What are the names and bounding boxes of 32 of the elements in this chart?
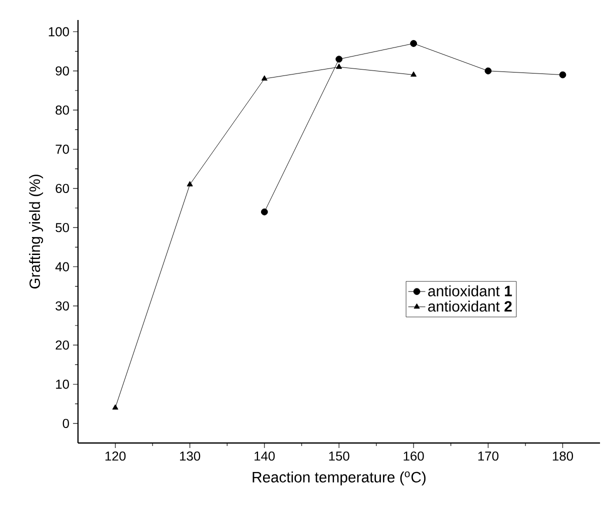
y-axis-title: Grafting yield (%) [29, 174, 44, 288]
point [410, 40, 418, 47]
x-tick-label: 180 [552, 451, 574, 461]
point [112, 404, 118, 410]
x-axis-title: Reaction temperature ($^{o}$C) [252, 472, 426, 486]
x-tick-label: 170 [478, 451, 498, 461]
y-tick-label: 70 [56, 144, 69, 154]
y-tick-label: 100 [48, 27, 69, 36]
x-tick-label: 160 [404, 451, 424, 461]
y-tick-label: 80 [56, 105, 69, 115]
point [559, 71, 566, 78]
point [186, 181, 193, 186]
x-tick-label: 120 [105, 451, 126, 461]
y-tick-label: 60 [56, 184, 69, 193]
legend-label: antioxidant 1 [428, 285, 512, 296]
point [336, 64, 342, 69]
point [410, 71, 417, 77]
point [260, 208, 268, 216]
y-tick-label: 10 [56, 380, 69, 389]
point [484, 67, 492, 74]
x-tick-label: 130 [180, 451, 200, 461]
x-tick-label: 150 [329, 451, 350, 461]
point [336, 56, 342, 63]
y-tick-label: 40 [55, 262, 69, 272]
y-tick-label: 90 [56, 66, 69, 76]
y-tick-label: 20 [56, 340, 69, 350]
y-tick-label: 30 [56, 301, 69, 310]
point [261, 75, 268, 81]
y-tick-label: 0 [62, 418, 69, 428]
x-tick-label: 140 [254, 451, 275, 461]
y-tick-label: 50 [56, 222, 69, 232]
legend-label: antioxidant 2 [428, 300, 512, 312]
